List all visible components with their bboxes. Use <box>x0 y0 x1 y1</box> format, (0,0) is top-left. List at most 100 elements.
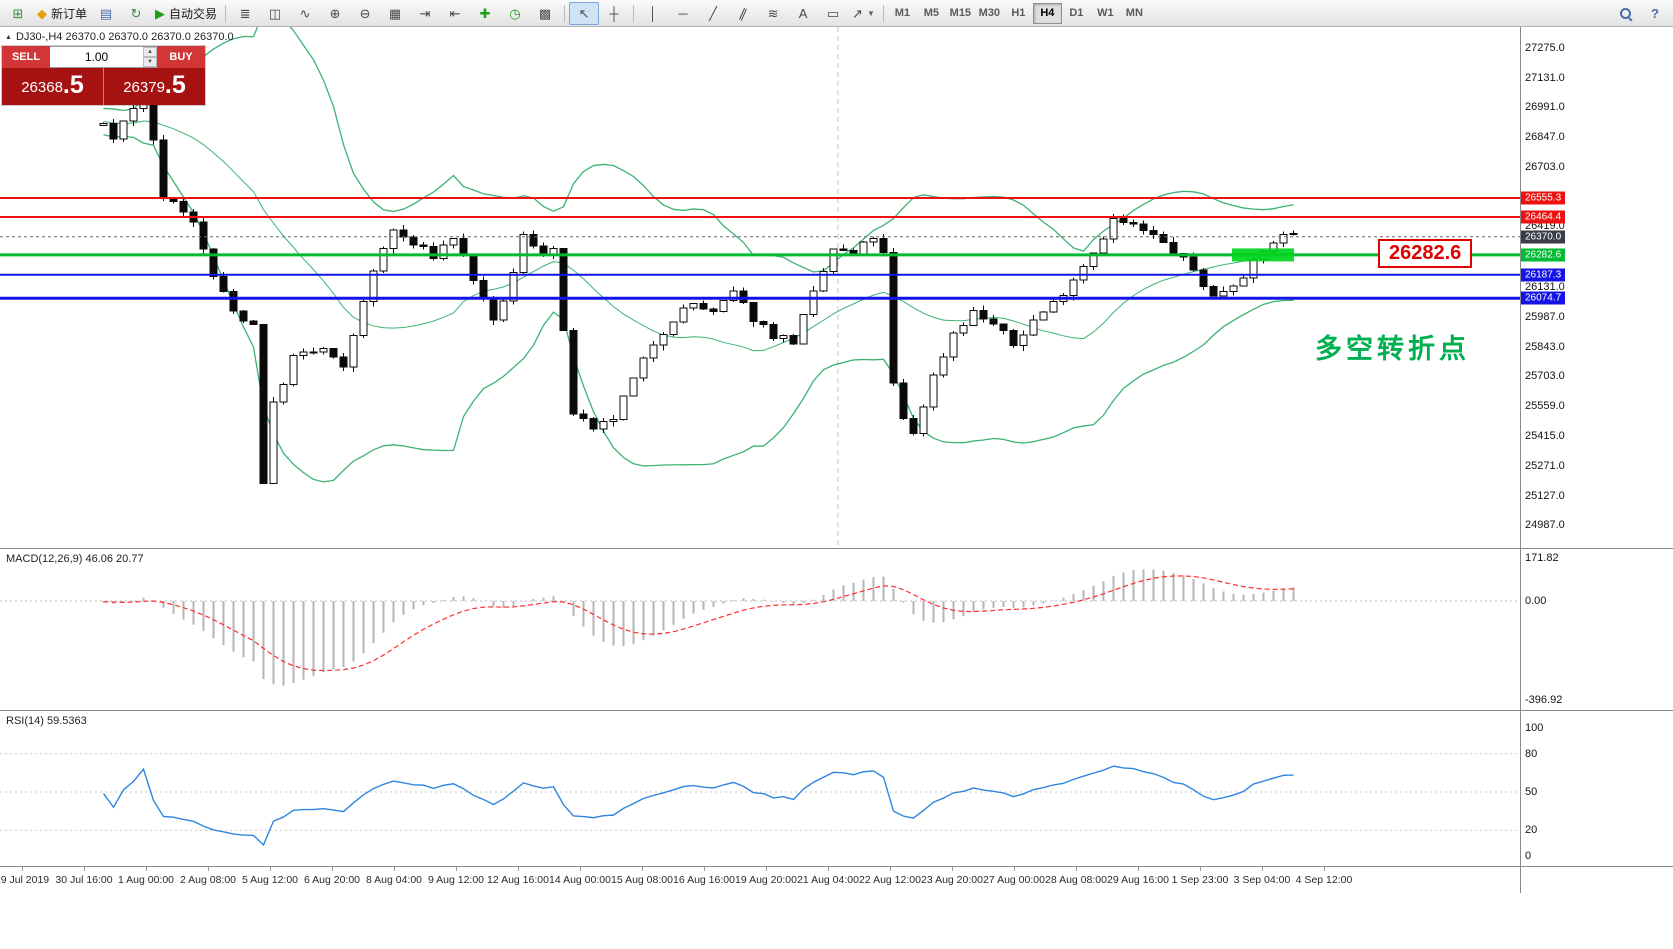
templates-icon: ▩ <box>538 5 552 21</box>
price-axis-label: 26847.0 <box>1525 131 1565 144</box>
window-menu-icon: ▲ <box>5 33 12 41</box>
time-label: 15 Aug 08:00 <box>611 874 673 886</box>
volume-down-button[interactable]: ▼ <box>143 57 157 67</box>
buy-price-main: 26379 <box>123 79 165 96</box>
new-chart-icon: ⊞ <box>12 5 24 21</box>
zoom-out-icon: ⊖ <box>359 5 371 21</box>
crosshair-button[interactable]: ┼ <box>599 2 629 25</box>
macd-plot-area[interactable]: MACD(12,26,9) 46.06 20.77 <box>0 549 1521 710</box>
volume-input[interactable]: 1.00 <box>84 50 109 64</box>
time-tick <box>394 867 395 871</box>
sell-price: 26368 .5 <box>2 68 104 105</box>
buy-price: 26379 .5 <box>104 68 205 105</box>
equidistant-channel-button[interactable]: ∥ <box>728 2 758 25</box>
price-axis: 27275.0 27131.0 26991.0 26847.0 26703.0 26419… <box>1521 27 1673 548</box>
periods-button[interactable]: ◷ <box>500 2 530 25</box>
timeframe-m15[interactable]: M15 <box>949 7 972 19</box>
text-label-icon: ▭ <box>826 5 840 21</box>
timeframe-m1[interactable]: M1 <box>894 7 910 19</box>
macd-axis-label: 171.82 <box>1525 552 1559 565</box>
search-icon <box>1619 7 1632 20</box>
autotrading-button[interactable]: ▶ 自动交易 <box>151 2 221 25</box>
time-axis: 29 Jul 2019 30 Jul 16:00 1 Aug 00:00 2 Aug … <box>0 867 1673 893</box>
time-tick <box>1200 867 1201 871</box>
autotrading-label: 自动交易 <box>169 6 218 21</box>
bars-mode-button[interactable]: ≣ <box>230 2 260 25</box>
candles-mode-button[interactable]: ◫ <box>260 2 290 25</box>
current-price-tag: 26370.0 <box>1521 230 1566 244</box>
profiles-icon: ▤ <box>99 5 113 21</box>
time-tick <box>828 867 829 871</box>
cursor-button[interactable]: ↖ <box>569 1 600 25</box>
zoom-in-button[interactable]: ⊕ <box>320 2 350 25</box>
symbol-header: ▲ DJ30-,H4 26370.0 26370.0 26370.0 26370… <box>5 31 234 43</box>
refresh-button[interactable]: ↻ <box>121 2 151 25</box>
tile-windows-icon: ▦ <box>388 5 402 21</box>
timeframe-m30[interactable]: M30 <box>978 7 1001 19</box>
fibonacci-button[interactable]: ≋ <box>758 2 788 25</box>
toolbar-separator <box>225 4 227 22</box>
rsi-chart-svg <box>0 753 1520 847</box>
time-label: 4 Sep 12:00 <box>1295 874 1353 886</box>
vertical-line-button[interactable]: │ <box>638 2 668 25</box>
profiles-button[interactable]: ▤ <box>91 2 121 25</box>
candles-mode-icon: ◫ <box>268 5 282 21</box>
sell-button[interactable]: SELL <box>2 46 50 68</box>
horizontal-line-button[interactable]: ─ <box>668 2 698 25</box>
rsi-axis-label: 20 <box>1525 824 1538 837</box>
search-button[interactable] <box>1610 2 1640 25</box>
time-tick <box>22 867 23 871</box>
buy-price-frac: .5 <box>164 71 186 99</box>
buy-button[interactable]: BUY <box>157 46 205 68</box>
rsi-plot-area[interactable]: RSI(14) 59.5363 <box>0 711 1521 866</box>
time-tick <box>332 867 333 871</box>
timeframe-h1[interactable]: H1 <box>1011 7 1026 19</box>
auto-scroll-button[interactable]: ⇥ <box>410 2 440 25</box>
auto-scroll-icon: ⇥ <box>419 5 431 21</box>
time-tick <box>704 867 705 871</box>
zoom-out-button[interactable]: ⊖ <box>350 2 380 25</box>
chart-shift-icon: ⇤ <box>449 5 461 21</box>
new-order-icon: ◆ <box>37 5 47 21</box>
time-label: 19 Aug 20:00 <box>735 874 797 886</box>
volume-up-button[interactable]: ▲ <box>143 47 157 57</box>
price-axis-label: 25127.0 <box>1525 489 1565 502</box>
time-label: 1 Sep 23:00 <box>1171 874 1229 886</box>
price-line-tag: 26187.3 <box>1521 268 1566 282</box>
bars-mode-icon: ≣ <box>239 5 251 21</box>
timeframe-m5[interactable]: M5 <box>923 7 939 19</box>
text-tool-button[interactable]: A <box>788 2 818 25</box>
new-order-button[interactable]: ◆ 新订单 <box>33 2 91 25</box>
sell-price-main: 26368 <box>21 79 63 96</box>
time-label: 22 Aug 12:00 <box>859 874 921 886</box>
rsi-panel: RSI(14) 59.5363 100 80 50 20 0 <box>0 711 1673 867</box>
arrows-tool-button[interactable]: ↗ ▼ <box>848 2 879 25</box>
new-chart-button[interactable]: ⊞ <box>3 2 33 25</box>
timeframe-mn[interactable]: MN <box>1125 7 1143 19</box>
timeframe-h4[interactable]: H4 <box>1032 2 1062 24</box>
chart-shift-button[interactable]: ⇤ <box>440 2 470 25</box>
time-label: 28 Aug 08:00 <box>1045 874 1107 886</box>
text-label-button[interactable]: ▭ <box>818 2 848 25</box>
time-tick <box>456 867 457 871</box>
time-tick <box>1014 867 1015 871</box>
autotrading-icon: ▶ <box>155 5 166 21</box>
one-click-trading-widget: SELL 1.00 ▲ ▼ BUY 26368 .5 <box>2 46 205 105</box>
rsi-axis-label: 50 <box>1525 786 1538 798</box>
time-label: 16 Aug 16:00 <box>673 874 735 886</box>
timeframe-w1[interactable]: W1 <box>1097 7 1114 19</box>
time-label: 9 Aug 12:00 <box>427 874 485 886</box>
indicators-list-button[interactable]: ✚ <box>470 2 500 25</box>
time-label: 29 Jul 2019 <box>0 874 50 886</box>
templates-button[interactable]: ▩ <box>530 2 560 25</box>
chart-plot-area[interactable]: ▲ DJ30-,H4 26370.0 26370.0 26370.0 26370… <box>0 27 1521 548</box>
price-axis-label: 25559.0 <box>1525 399 1565 412</box>
trendline-icon: ╱ <box>709 5 717 21</box>
time-label: 2 Aug 08:00 <box>179 874 237 886</box>
help-button[interactable]: ? <box>1651 5 1659 21</box>
line-mode-button[interactable]: ∿ <box>290 2 320 25</box>
volume-control: 1.00 ▲ ▼ <box>50 46 157 68</box>
tile-windows-button[interactable]: ▦ <box>380 2 410 25</box>
timeframe-d1[interactable]: D1 <box>1069 7 1084 19</box>
trendline-button[interactable]: ╱ <box>698 2 728 25</box>
